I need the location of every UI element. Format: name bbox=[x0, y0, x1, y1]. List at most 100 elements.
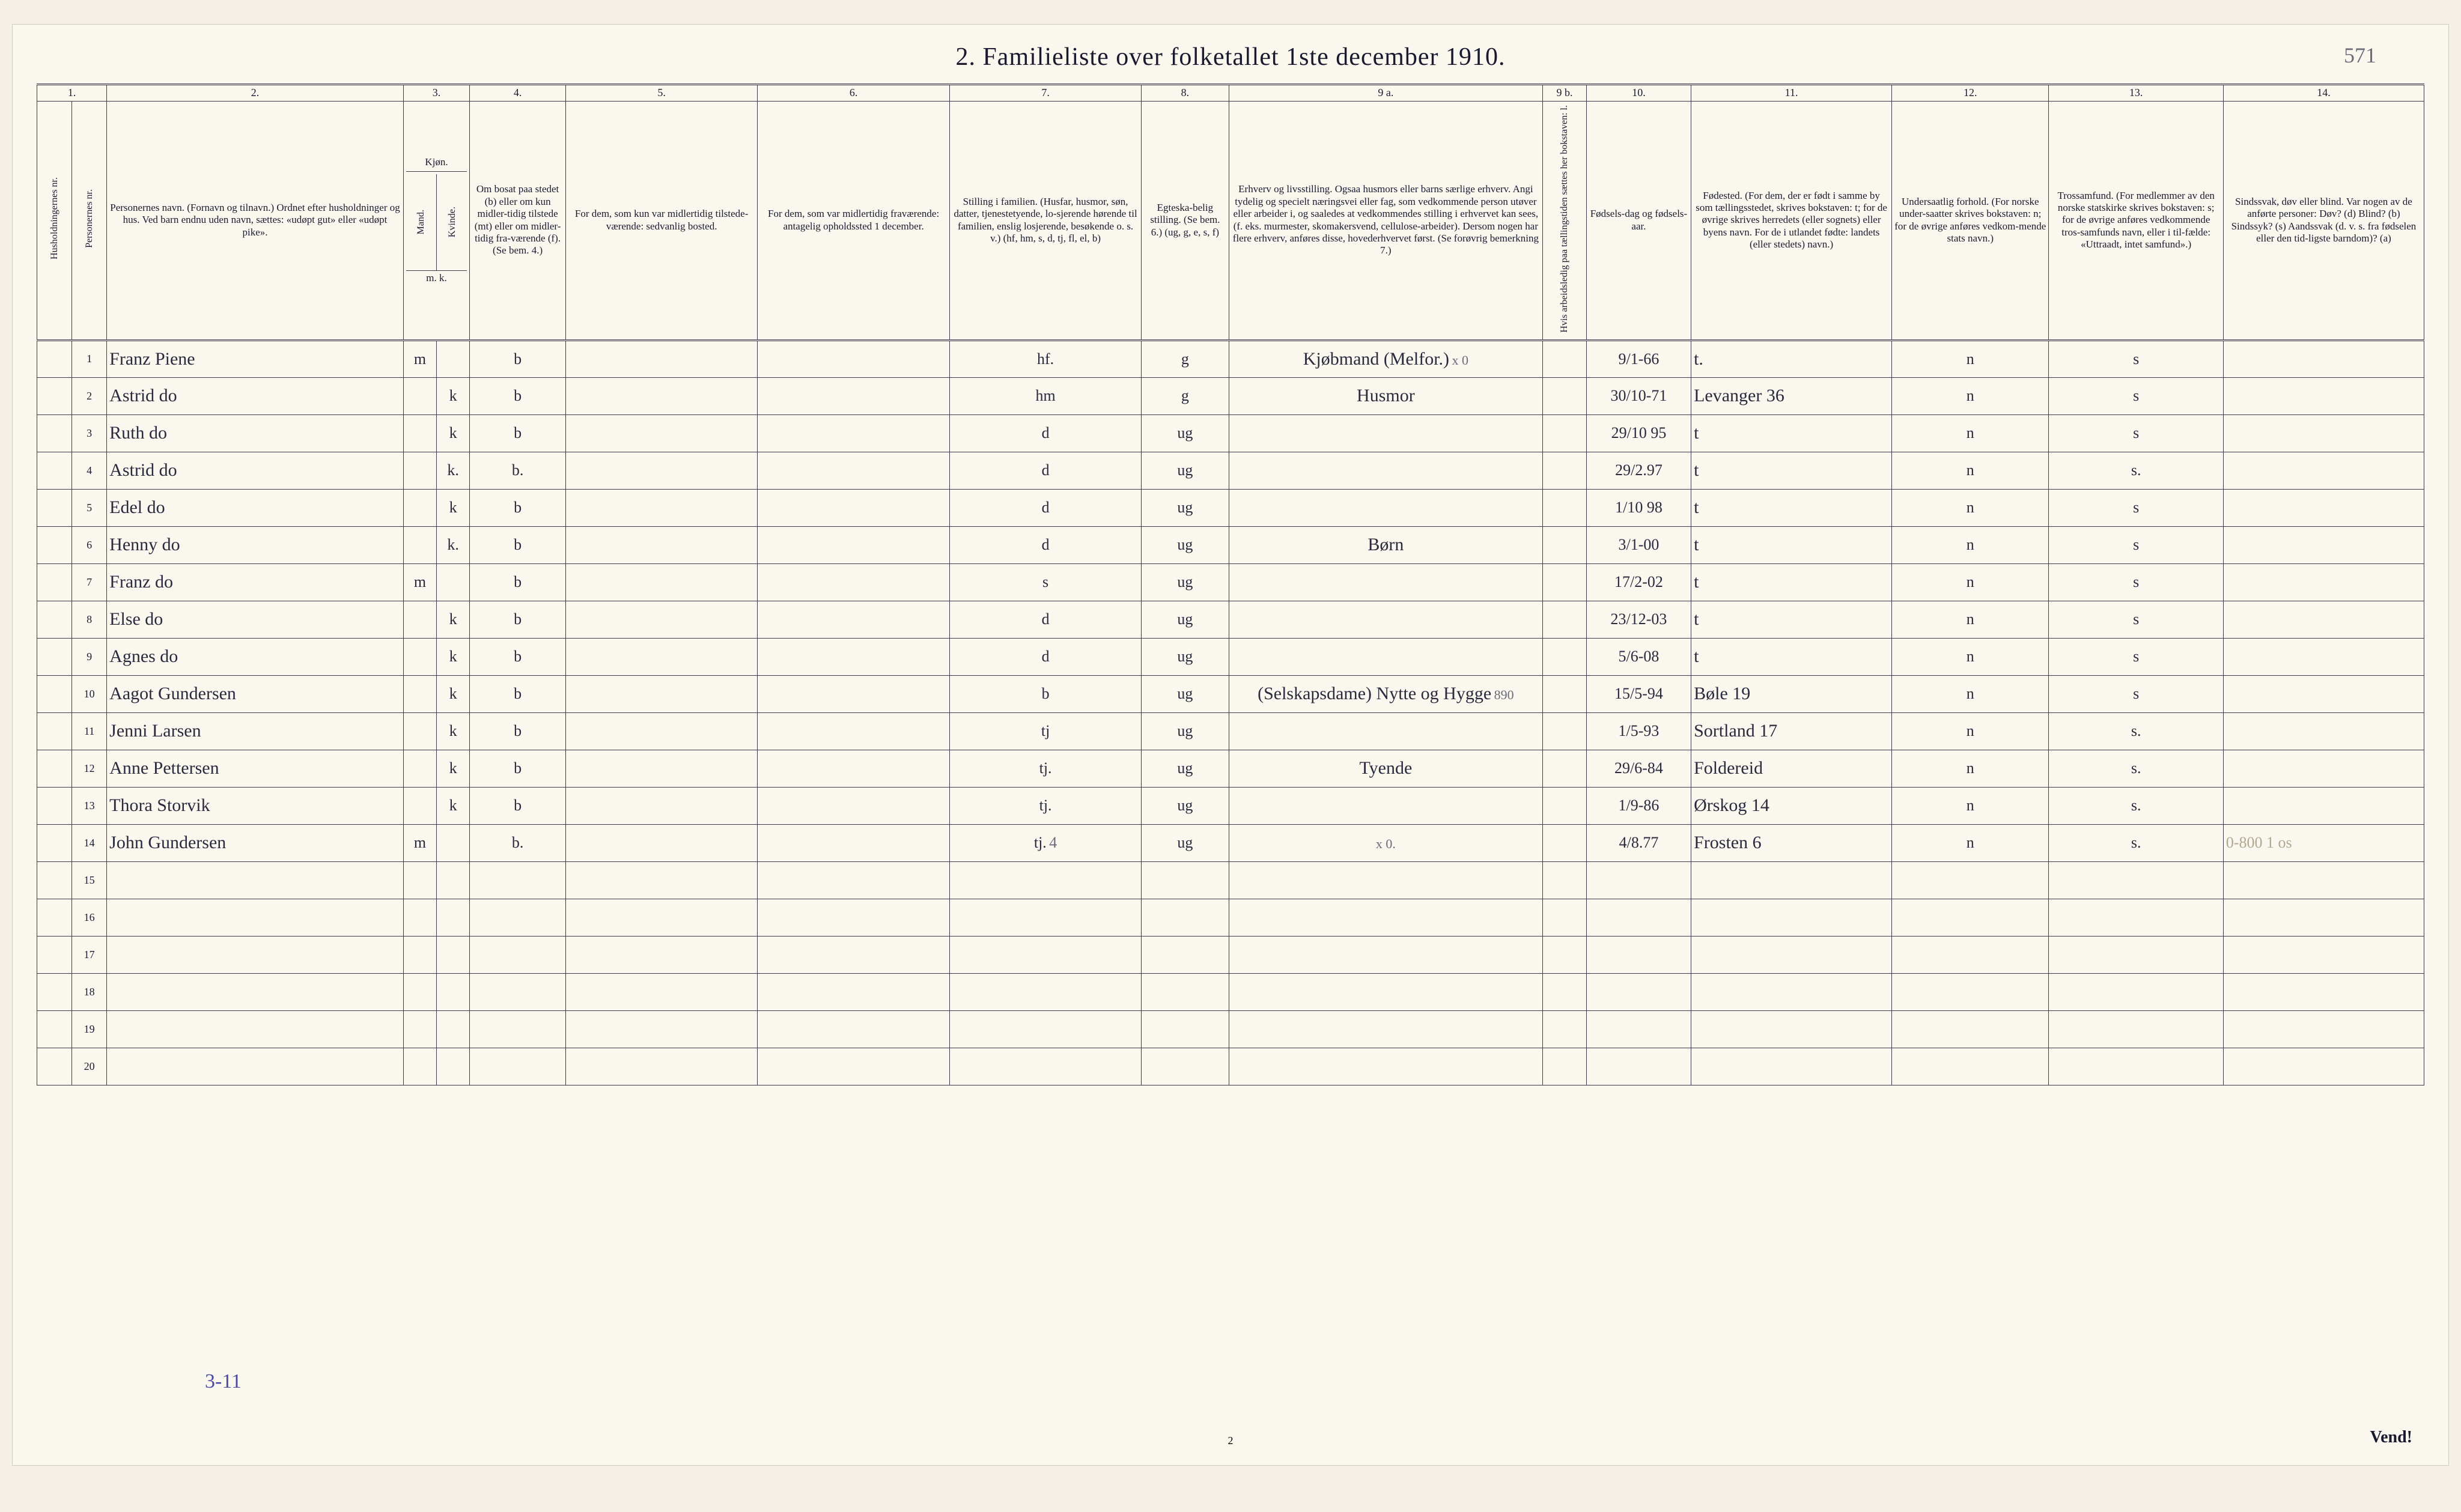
occupation-cell: (Selskapsdame) Nytte og Hygge 890 bbox=[1229, 675, 1543, 712]
household-nr-cell bbox=[37, 601, 72, 638]
residence-cell bbox=[470, 899, 566, 936]
household-nr-cell bbox=[37, 563, 72, 601]
person-nr-cell: 14 bbox=[72, 824, 107, 861]
page-number-bottom: 2 bbox=[1228, 1435, 1234, 1447]
person-nr-cell: 2 bbox=[72, 377, 107, 414]
birthdate-cell: 29/2.97 bbox=[1586, 452, 1691, 489]
nationality-cell: n bbox=[1892, 340, 2049, 377]
temp-present-cell bbox=[565, 452, 757, 489]
marital-cell: g bbox=[1142, 377, 1229, 414]
temp-absent-cell bbox=[758, 1048, 949, 1085]
temp-absent-cell bbox=[758, 340, 949, 377]
hdr-religion: Trossamfund. (For medlemmer av den norsk… bbox=[2049, 101, 2223, 340]
temp-absent-cell bbox=[758, 452, 949, 489]
table-row: 17 bbox=[37, 936, 2424, 973]
temp-absent-cell bbox=[758, 563, 949, 601]
person-nr-cell: 6 bbox=[72, 526, 107, 563]
temp-present-cell bbox=[565, 377, 757, 414]
religion-cell: s bbox=[2049, 675, 2223, 712]
table-row: 9Agnes dokbdug5/6-08tns bbox=[37, 638, 2424, 675]
unemployed-cell bbox=[1543, 936, 1587, 973]
household-nr-cell bbox=[37, 526, 72, 563]
disability-cell bbox=[2223, 489, 2424, 526]
disability-cell bbox=[2223, 1010, 2424, 1048]
sex-m-cell bbox=[403, 861, 436, 899]
disability-cell bbox=[2223, 787, 2424, 824]
family-pos-cell bbox=[949, 936, 1141, 973]
occupation-cell bbox=[1229, 787, 1543, 824]
occupation-cell bbox=[1229, 452, 1543, 489]
family-pos-cell bbox=[949, 899, 1141, 936]
unemployed-cell bbox=[1543, 1048, 1587, 1085]
hdr-birthdate: Fødsels-dag og fødsels-aar. bbox=[1586, 101, 1691, 340]
birthplace-cell: t. bbox=[1691, 340, 1892, 377]
birthplace-cell: Foldereid bbox=[1691, 750, 1892, 787]
family-pos-cell: tj. bbox=[949, 750, 1141, 787]
table-row: 19 bbox=[37, 1010, 2424, 1048]
marital-cell: ug bbox=[1142, 712, 1229, 750]
table-row: 20 bbox=[37, 1048, 2424, 1085]
name-cell: Astrid do bbox=[107, 377, 404, 414]
birthdate-cell bbox=[1586, 973, 1691, 1010]
temp-present-cell bbox=[565, 712, 757, 750]
birthplace-cell: t bbox=[1691, 452, 1892, 489]
sex-m-cell bbox=[403, 750, 436, 787]
marital-cell: ug bbox=[1142, 563, 1229, 601]
temp-absent-cell bbox=[758, 750, 949, 787]
page-annotation-top: 571 bbox=[2344, 43, 2376, 68]
nationality-cell bbox=[1892, 1048, 2049, 1085]
birthdate-cell bbox=[1586, 1010, 1691, 1048]
name-cell: Astrid do bbox=[107, 452, 404, 489]
occupation-cell bbox=[1229, 414, 1543, 452]
table-row: 1Franz Pienembhf.gKjøbmand (Melfor.) x 0… bbox=[37, 340, 2424, 377]
hdr-temp-present: For dem, som kun var midlertidig tilsted… bbox=[565, 101, 757, 340]
sex-k-cell: k bbox=[437, 675, 470, 712]
hdr-unemployed: Hvis arbeidsledig paa tællingstiden sætt… bbox=[1543, 101, 1587, 340]
table-row: 3Ruth dokbdug29/10 95tns bbox=[37, 414, 2424, 452]
marital-cell bbox=[1142, 1048, 1229, 1085]
sex-m-cell: m bbox=[403, 563, 436, 601]
family-pos-cell: tj bbox=[949, 712, 1141, 750]
religion-cell: s bbox=[2049, 526, 2223, 563]
disability-cell bbox=[2223, 750, 2424, 787]
religion-cell: s bbox=[2049, 340, 2223, 377]
sex-m-cell bbox=[403, 712, 436, 750]
birthplace-cell bbox=[1691, 1048, 1892, 1085]
unemployed-cell bbox=[1543, 340, 1587, 377]
temp-present-cell bbox=[565, 563, 757, 601]
table-row: 2Astrid dokbhmgHusmor30/10-71Levanger 36… bbox=[37, 377, 2424, 414]
disability-cell: 0-800 1 os bbox=[2223, 824, 2424, 861]
temp-present-cell bbox=[565, 414, 757, 452]
religion-cell bbox=[2049, 861, 2223, 899]
person-nr-cell: 4 bbox=[72, 452, 107, 489]
household-nr-cell bbox=[37, 1048, 72, 1085]
hdr-person-nr: Personernes nr. bbox=[72, 101, 107, 340]
family-pos-cell: tj. 4 bbox=[949, 824, 1141, 861]
sex-k-cell: k. bbox=[437, 526, 470, 563]
household-nr-cell bbox=[37, 452, 72, 489]
birthdate-cell: 30/10-71 bbox=[1586, 377, 1691, 414]
disability-cell bbox=[2223, 712, 2424, 750]
person-nr-cell: 18 bbox=[72, 973, 107, 1010]
nationality-cell bbox=[1892, 861, 2049, 899]
temp-absent-cell bbox=[758, 601, 949, 638]
temp-absent-cell bbox=[758, 787, 949, 824]
sex-k-cell: k bbox=[437, 377, 470, 414]
colnum-9a: 9 a. bbox=[1229, 85, 1543, 102]
birthplace-cell: t bbox=[1691, 563, 1892, 601]
birthplace-cell: Sortland 17 bbox=[1691, 712, 1892, 750]
table-header: 1. 2. 3. 4. 5. 6. 7. 8. 9 a. 9 b. 10. 11… bbox=[37, 85, 2424, 341]
column-label-row: Husholdningernes nr. Personernes nr. Per… bbox=[37, 101, 2424, 340]
colnum-6: 6. bbox=[758, 85, 949, 102]
nationality-cell: n bbox=[1892, 414, 2049, 452]
sex-k-cell: k bbox=[437, 787, 470, 824]
household-nr-cell bbox=[37, 1010, 72, 1048]
household-nr-cell bbox=[37, 377, 72, 414]
temp-present-cell bbox=[565, 787, 757, 824]
marital-cell: ug bbox=[1142, 750, 1229, 787]
religion-cell: s bbox=[2049, 377, 2223, 414]
temp-absent-cell bbox=[758, 861, 949, 899]
birthdate-cell: 9/1-66 bbox=[1586, 340, 1691, 377]
occupation-cell: Kjøbmand (Melfor.) x 0 bbox=[1229, 340, 1543, 377]
occupation-cell bbox=[1229, 563, 1543, 601]
